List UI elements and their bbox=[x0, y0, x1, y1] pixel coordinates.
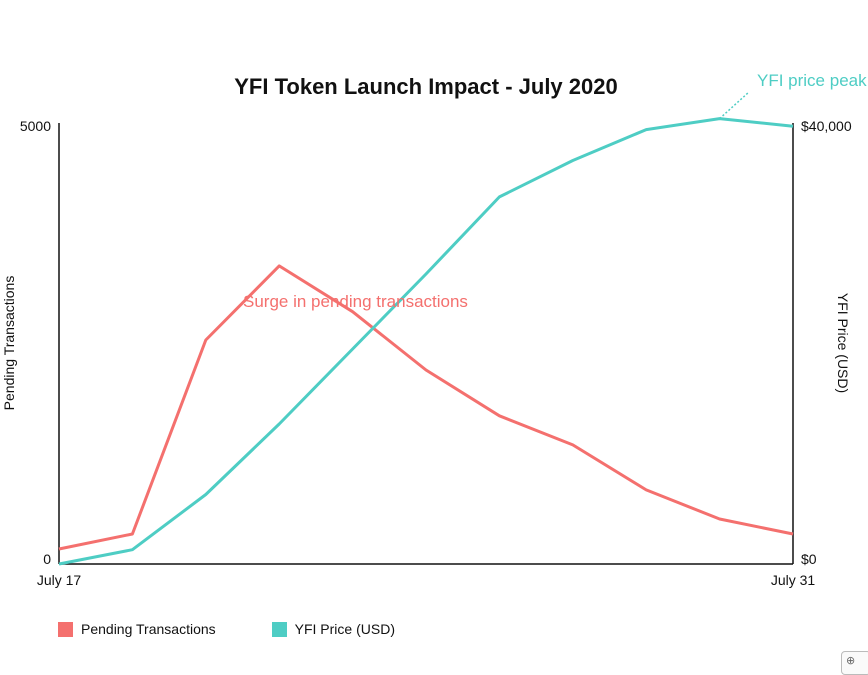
legend: Pending Transactions YFI Price (USD) bbox=[58, 621, 395, 637]
legend-swatch-price bbox=[271, 621, 287, 637]
x-tick-end: July 31 bbox=[771, 572, 816, 588]
legend-swatch-pending bbox=[58, 621, 73, 637]
y-right-axis-label: YFI Price (USD) bbox=[835, 293, 851, 393]
annotation-peak-leader bbox=[719, 91, 750, 120]
annotation-pending-surge: Surge in pending transactions bbox=[243, 292, 468, 311]
x-tick-start: July 17 bbox=[37, 572, 82, 588]
legend-item-pending[interactable]: Pending Transactions bbox=[58, 621, 216, 637]
zoom-icon: ⊕ bbox=[846, 655, 856, 667]
y-right-tick-max: $40,000 bbox=[801, 118, 852, 134]
y-right-tick-min: $0 bbox=[801, 551, 817, 567]
annotation-price-peak: YFI price peak bbox=[757, 71, 867, 90]
y-left-tick-max: 5000 bbox=[20, 118, 51, 134]
y-left-tick-min: 0 bbox=[43, 551, 51, 567]
legend-label-pending: Pending Transactions bbox=[81, 621, 216, 637]
series-line-pending bbox=[58, 264, 794, 551]
y-left-axis-label: Pending Transactions bbox=[1, 276, 17, 411]
legend-label-price: YFI Price (USD) bbox=[294, 621, 395, 637]
series-line-price bbox=[58, 117, 794, 566]
zoom-control[interactable]: ⊕ bbox=[841, 651, 868, 675]
legend-item-price[interactable]: YFI Price (USD) bbox=[271, 621, 395, 637]
chart-title: YFI Token Launch Impact - July 2020 bbox=[234, 74, 617, 99]
